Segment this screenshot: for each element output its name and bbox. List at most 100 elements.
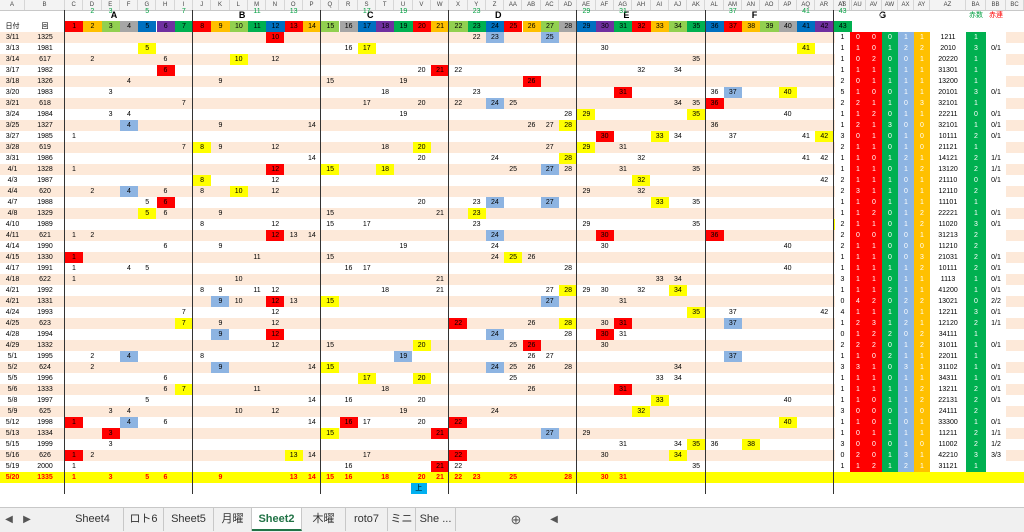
column-letter[interactable]: AO xyxy=(760,0,779,10)
summary-cell[interactable]: 1 xyxy=(866,175,882,186)
drawn-number-cell[interactable]: 22 xyxy=(454,100,463,107)
drawn-number-cell[interactable]: 10 xyxy=(229,54,248,65)
summary-cell[interactable]: 1 xyxy=(914,450,930,461)
drawn-number-cell[interactable]: 21 xyxy=(431,65,449,76)
summary-cell[interactable]: 1 xyxy=(898,351,914,362)
summary-cell[interactable]: 2 xyxy=(966,164,986,175)
summary-cell[interactable]: 0 xyxy=(850,439,866,450)
drawn-number-cell[interactable]: 23 xyxy=(472,199,481,206)
summary-cell[interactable]: 2010 xyxy=(930,43,966,54)
summary-cell[interactable]: 11210 xyxy=(930,241,966,252)
number-column-header[interactable]: 20 xyxy=(412,21,431,32)
summary-cell[interactable]: 1 xyxy=(835,252,850,263)
sheet-tab[interactable]: ミニ xyxy=(388,508,416,531)
drawn-number-cell[interactable]: 22 xyxy=(454,67,463,74)
summary-cell[interactable]: 1 xyxy=(914,76,930,87)
draw-row[interactable]: 4/21 1331 9 10 12 13 15 27 31 0 4 2 0 2 2 13021 0 2/2 xyxy=(0,296,1024,307)
summary-cell[interactable]: 1/1 xyxy=(986,318,1006,329)
summary-cell[interactable] xyxy=(986,54,1006,65)
summary-cell[interactable]: 0 xyxy=(914,131,930,142)
summary-cell[interactable]: 2 xyxy=(866,296,882,307)
drawn-number-cell[interactable]: 29 xyxy=(582,221,591,228)
column-letter[interactable]: BC xyxy=(1006,0,1024,10)
drawn-number-cell[interactable]: 16 xyxy=(344,463,353,470)
summary-cell[interactable]: 0 xyxy=(914,120,930,131)
drawn-number-cell[interactable]: 37 xyxy=(728,309,737,316)
column-letter[interactable]: AU xyxy=(850,0,866,10)
drawn-number-cell[interactable]: 20 xyxy=(417,397,426,404)
drawn-number-cell[interactable]: 22 xyxy=(454,463,463,470)
summary-cell[interactable] xyxy=(850,472,866,483)
drawn-number-cell[interactable]: 15 xyxy=(321,164,340,175)
summary-cell[interactable]: 1 xyxy=(914,109,930,120)
summary-cell[interactable]: 2 xyxy=(914,263,930,274)
summary-cell[interactable]: 0 xyxy=(898,186,914,197)
drawn-number-cell[interactable]: 4 xyxy=(126,111,131,118)
summary-cell[interactable]: 1 xyxy=(850,329,866,340)
draw-row[interactable]: 5/5 1996 6 17 20 25 33 34 1 1 1 0 1 1 34311 1 0/1 xyxy=(0,373,1024,384)
drawn-number-cell[interactable]: 9 xyxy=(211,329,230,340)
summary-cell[interactable]: 2 xyxy=(866,208,882,219)
drawn-number-cell[interactable]: 40 xyxy=(783,397,792,404)
summary-cell[interactable]: 3 xyxy=(882,120,898,131)
drawn-number-cell[interactable]: 35 xyxy=(692,56,701,63)
summary-cell[interactable]: 0 xyxy=(866,406,882,417)
summary-cell[interactable]: 0 xyxy=(882,439,898,450)
summary-cell[interactable] xyxy=(986,351,1006,362)
draw-row[interactable]: 5/19 2000 1 16 21 22 35 1 1 2 1 2 1 31121 1 xyxy=(0,461,1024,472)
summary-cell[interactable]: 2 xyxy=(835,230,850,241)
summary-cell[interactable]: 1 xyxy=(835,208,850,219)
column-letter[interactable]: Z xyxy=(486,0,505,10)
summary-cell[interactable]: 0 xyxy=(882,208,898,219)
summary-cell[interactable]: 1 xyxy=(898,395,914,406)
summary-cell[interactable]: 1113 xyxy=(930,274,966,285)
number-column-header[interactable]: 16 xyxy=(339,21,358,32)
summary-cell[interactable]: 0 xyxy=(835,450,850,461)
column-letter[interactable]: AD xyxy=(559,0,578,10)
drawn-number-cell[interactable]: 27 xyxy=(545,144,554,151)
drawn-number-cell[interactable]: 2 xyxy=(90,56,95,63)
summary-cell[interactable]: 2 xyxy=(914,395,930,406)
drawn-number-cell[interactable]: 26 xyxy=(522,76,541,87)
summary-cell[interactable]: 1 xyxy=(914,65,930,76)
drawn-number-cell[interactable]: 24 xyxy=(485,230,504,241)
summary-cell[interactable]: 1/1 xyxy=(986,153,1006,164)
drawn-number-cell[interactable]: 35 xyxy=(692,221,701,228)
summary-cell[interactable]: 32101 xyxy=(930,120,966,131)
drawn-number-cell[interactable]: 9 xyxy=(218,287,223,294)
summary-cell[interactable]: 0 xyxy=(882,109,898,120)
summary-cell[interactable]: 1 xyxy=(966,329,986,340)
drawn-number-cell[interactable]: 20 xyxy=(417,474,426,481)
drawn-number-cell[interactable]: 30 xyxy=(595,230,614,241)
drawn-number-cell[interactable]: 28 xyxy=(564,474,572,481)
summary-cell[interactable]: 34311 xyxy=(930,373,966,384)
drawn-number-cell[interactable]: 27 xyxy=(540,197,559,208)
column-letter[interactable]: I xyxy=(175,0,194,10)
drawn-number-cell[interactable]: 6 xyxy=(163,419,168,426)
drawn-number-cell[interactable]: 4 xyxy=(119,186,138,197)
drawn-number-cell[interactable]: 28 xyxy=(559,120,578,131)
drawn-number-cell[interactable]: 28 xyxy=(564,364,572,371)
summary-cell[interactable]: 1 xyxy=(882,65,898,76)
column-letter[interactable]: U xyxy=(394,0,413,10)
summary-cell[interactable]: 0 xyxy=(882,131,898,142)
summary-cell[interactable] xyxy=(986,98,1006,109)
summary-cell[interactable]: 1 xyxy=(866,120,882,131)
summary-cell[interactable]: 0/1 xyxy=(986,120,1006,131)
summary-cell[interactable]: 31301 xyxy=(930,65,966,76)
summary-cell[interactable]: 0 xyxy=(882,373,898,384)
drawn-number-cell[interactable]: 33 xyxy=(650,131,669,142)
drawn-number-cell[interactable]: 34 xyxy=(673,364,682,371)
drawn-number-cell[interactable]: 13 xyxy=(289,232,298,239)
summary-cell[interactable]: 0/1 xyxy=(986,373,1006,384)
drawn-number-cell[interactable]: 27 xyxy=(540,164,559,175)
drawn-number-cell[interactable]: 16 xyxy=(344,265,353,272)
summary-cell[interactable]: 20220 xyxy=(930,54,966,65)
drawn-number-cell[interactable]: 8 xyxy=(200,287,205,294)
summary-cell[interactable]: 2 xyxy=(914,208,930,219)
summary-cell[interactable]: 1 xyxy=(850,351,866,362)
draw-row[interactable]: 3/18 1326 4 9 15 19 26 2 0 1 1 1 1 13200 1 xyxy=(0,76,1024,87)
summary-cell[interactable]: 2 xyxy=(966,153,986,164)
summary-cell[interactable] xyxy=(986,76,1006,87)
summary-cell[interactable]: 1 xyxy=(850,461,866,472)
